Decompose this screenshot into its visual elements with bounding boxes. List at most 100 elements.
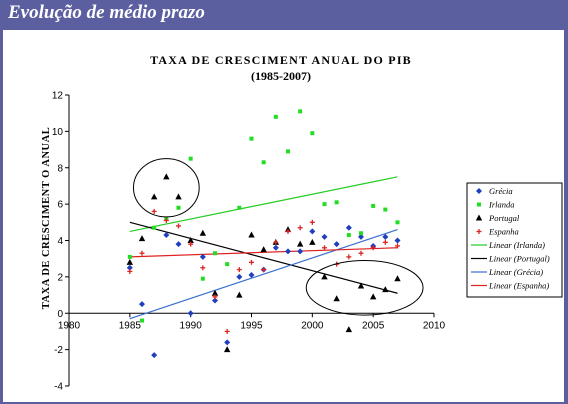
- data-point: [382, 239, 388, 245]
- data-point: [260, 246, 267, 253]
- x-tick-label: 1995: [240, 320, 263, 331]
- data-point: [395, 220, 400, 225]
- data-point: [322, 202, 327, 207]
- data-point: [296, 240, 304, 247]
- y-tick-label: 12: [52, 91, 64, 102]
- trendline: [129, 176, 398, 232]
- y-tick-label: 8: [57, 163, 63, 174]
- highlight-ellipse: [305, 260, 424, 316]
- data-point: [285, 248, 291, 255]
- data-point: [369, 293, 377, 300]
- data-point: [175, 193, 182, 200]
- chart: TAXA DE CRESCIMENT ANUAL DO PIB (1985-20…: [41, 53, 563, 393]
- data-point: [249, 136, 254, 141]
- data-point: [176, 205, 181, 210]
- data-point: [163, 232, 170, 239]
- data-point: [175, 241, 182, 248]
- data-point: [321, 273, 328, 280]
- data-point: [150, 193, 158, 200]
- legend-label: Linear (Grécia): [488, 267, 543, 277]
- data-point: [273, 239, 279, 245]
- data-point: [273, 114, 278, 119]
- legend-marker: [476, 229, 482, 234]
- y-tick-label: -4: [54, 382, 63, 393]
- data-point: [188, 156, 193, 161]
- data-point: [310, 131, 315, 136]
- data-point: [261, 160, 266, 165]
- data-point: [333, 241, 340, 248]
- legend-label: Linear (Espanha): [488, 281, 549, 291]
- trendline: [129, 247, 398, 258]
- data-point: [334, 200, 339, 205]
- chart-panel: TAXA DE CRESCIMENT ANUAL DO PIB (1985-20…: [3, 30, 564, 402]
- highlight-ellipse: [132, 158, 200, 218]
- data-point: [357, 282, 365, 289]
- y-tick-label: 4: [57, 236, 63, 247]
- data-point: [188, 241, 194, 247]
- data-point: [163, 173, 170, 180]
- data-point: [322, 245, 327, 251]
- legend-label: Linear (Portugal): [488, 254, 550, 264]
- slide-title: Evolução de médio prazo: [8, 2, 205, 23]
- plot-area: -4 -2 0 2 4 6 8 10 12 1980 1985 1990 1995 2000 2005 201…: [52, 91, 446, 393]
- data-point: [370, 245, 376, 251]
- data-point: [261, 267, 267, 273]
- data-point: [248, 272, 255, 279]
- data-point: [236, 291, 243, 298]
- data-point: [212, 294, 218, 300]
- x-tick-label: 2010: [423, 320, 446, 331]
- data-point: [126, 258, 134, 265]
- data-point: [199, 253, 206, 260]
- y-axis-label: TAXA DE CRESCIMENT O ANUAL: [41, 127, 52, 309]
- data-point: [127, 268, 133, 274]
- y-tick-label: 6: [57, 200, 63, 211]
- data-point: [358, 233, 364, 240]
- data-point: [333, 295, 340, 302]
- data-point: [127, 254, 132, 259]
- chart-subtitle: (1985-2007): [251, 69, 311, 83]
- legend: Grécia Irlanda Portugal Espanha Linear (Irla…: [466, 182, 563, 298]
- data-point: [286, 149, 290, 154]
- x-tick-label: 1985: [119, 320, 142, 331]
- legend-label: Portugal: [488, 213, 520, 223]
- data-point: [140, 318, 144, 323]
- legend-marker: [476, 188, 482, 194]
- data-point: [345, 326, 353, 333]
- data-point: [358, 250, 364, 256]
- y-tick-label: 10: [52, 127, 64, 138]
- data-point: [138, 235, 146, 242]
- data-point: [359, 231, 363, 236]
- data-point: [237, 205, 242, 210]
- data-point: [151, 208, 157, 214]
- x-tick-label: 2000: [301, 320, 324, 331]
- data-point: [248, 231, 255, 238]
- data-point: [223, 346, 231, 353]
- y-tick-label: -2: [54, 345, 63, 356]
- x-tick-label: 1990: [180, 320, 203, 331]
- data-point: [225, 262, 230, 267]
- data-point: [371, 203, 376, 208]
- data-point: [309, 228, 316, 235]
- data-point: [236, 267, 242, 273]
- data-point: [212, 297, 218, 304]
- data-point: [383, 207, 388, 212]
- legend-label: Irlanda: [488, 200, 515, 210]
- data-point: [272, 244, 279, 251]
- data-point: [394, 275, 401, 282]
- y-tick-label: 0: [57, 309, 63, 320]
- data-point: [224, 328, 230, 334]
- data-point: [139, 301, 145, 308]
- data-point: [309, 238, 316, 245]
- data-point: [163, 217, 169, 223]
- y-tick-label: 2: [57, 272, 63, 283]
- data-point: [187, 237, 194, 243]
- data-point: [151, 352, 158, 359]
- data-point: [346, 233, 351, 238]
- legend-label: Grécia: [489, 186, 513, 196]
- chart-title: TAXA DE CRESCIMENT ANUAL DO PIB: [150, 53, 412, 67]
- data-point: [236, 273, 243, 280]
- trendline: [129, 229, 398, 320]
- data-point: [345, 224, 352, 231]
- x-tick-label: 2005: [362, 320, 385, 331]
